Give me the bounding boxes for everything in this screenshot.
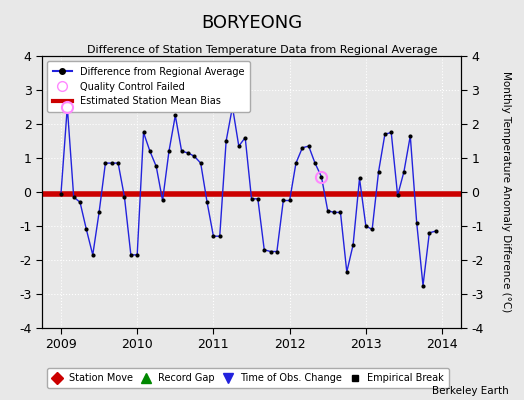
Text: Berkeley Earth: Berkeley Earth (432, 386, 508, 396)
Legend: Station Move, Record Gap, Time of Obs. Change, Empirical Break: Station Move, Record Gap, Time of Obs. C… (47, 368, 449, 388)
Y-axis label: Monthly Temperature Anomaly Difference (°C): Monthly Temperature Anomaly Difference (… (500, 71, 510, 313)
Text: Difference of Station Temperature Data from Regional Average: Difference of Station Temperature Data f… (87, 45, 437, 55)
Title: BORYEONG: BORYEONG (201, 14, 302, 32)
